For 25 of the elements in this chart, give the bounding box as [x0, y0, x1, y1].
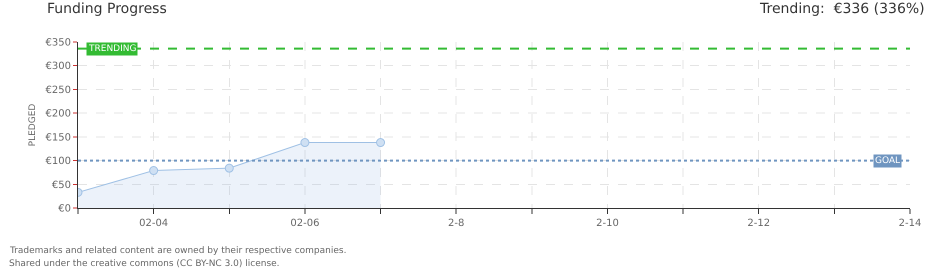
point [224, 164, 234, 173]
ref-line-label: GOAL [875, 156, 900, 166]
x-tick-label: 2-14 [898, 218, 922, 229]
point [149, 166, 158, 176]
x-tick-label: 02-04 [139, 218, 168, 229]
y-tick-label: €250 [46, 84, 71, 96]
ref-line-label: TRENDING [88, 44, 136, 54]
y-tick-label: €100 [46, 156, 71, 168]
text: Trademarks and related content are owned by their respective companies. [9, 246, 346, 256]
x-tick-label: 2-8 [448, 218, 464, 229]
chart-title: Funding Progress [47, 1, 167, 17]
x-tick-label: 02-06 [290, 218, 320, 229]
x-tick-label: 2-10 [596, 218, 619, 229]
y-tick-label: €200 [46, 108, 71, 120]
y-tick-label: €300 [46, 61, 71, 72]
point [300, 138, 310, 148]
x-tick-label: 2-12 [747, 218, 770, 229]
y-axis-title: PLEDGED [28, 104, 38, 146]
point [376, 138, 386, 148]
y-tick-label: €50 [52, 180, 71, 191]
y-tick-label: €150 [46, 132, 71, 144]
chart-subtitle: Trending: €336 (336%) [759, 1, 925, 17]
y-tick-label: €0 [58, 204, 71, 214]
y-tick-label: €350 [46, 38, 71, 48]
text: Shared under the creative commons (CC BY-NC 3.0) license. [9, 259, 280, 269]
